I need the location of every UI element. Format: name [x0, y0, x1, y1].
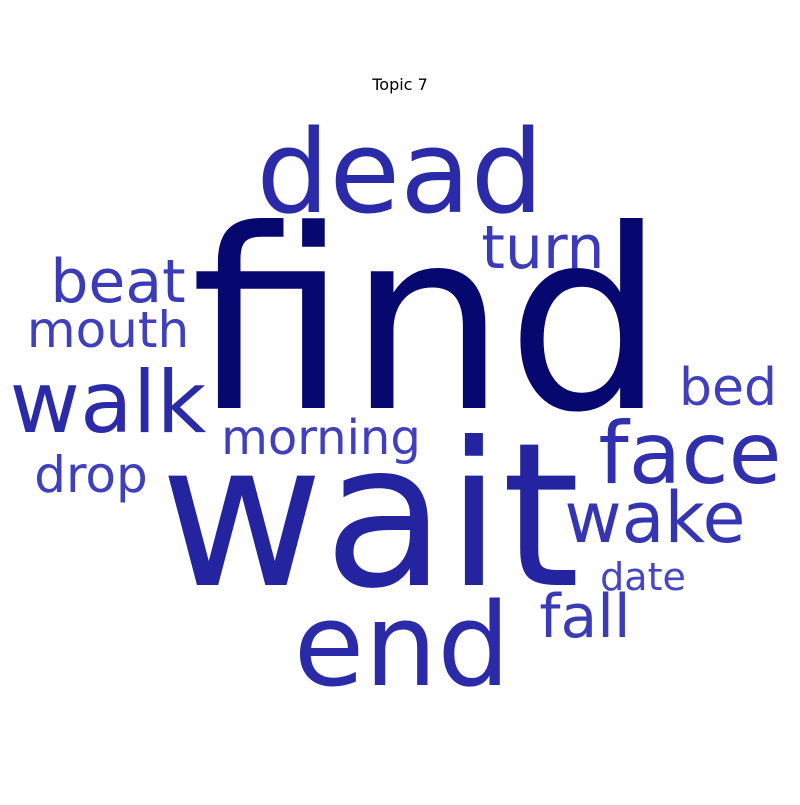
- word-date: date: [600, 555, 686, 599]
- word-wake: wake: [564, 477, 745, 559]
- word-dead: dead: [256, 106, 543, 240]
- word-wait: wait: [160, 400, 580, 633]
- word-turn: turn: [481, 213, 604, 283]
- chart-title: Topic 7: [372, 75, 428, 94]
- word-mouth: mouth: [27, 301, 189, 359]
- word-find: find: [191, 176, 666, 467]
- word-walk: walk: [10, 353, 207, 453]
- word-face: face: [598, 404, 781, 504]
- word-end: end: [294, 579, 511, 713]
- word-bed: bed: [679, 358, 777, 418]
- word-fall: fall: [539, 582, 630, 652]
- word-beat: beat: [50, 247, 185, 317]
- word-morning: morning: [221, 410, 421, 466]
- word-drop: drop: [34, 446, 148, 504]
